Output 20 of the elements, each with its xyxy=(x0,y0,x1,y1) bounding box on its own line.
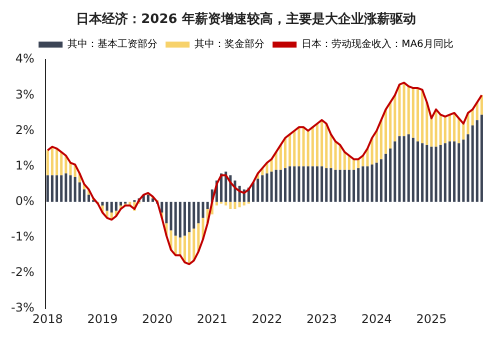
y-tick-label: 4% xyxy=(15,52,34,66)
y-tick-label: -3% xyxy=(10,300,34,315)
y-tick-label: -1% xyxy=(10,230,34,244)
x-tick-label: 2021 xyxy=(196,312,228,326)
y-tick-label: 1% xyxy=(15,158,34,172)
y-tick-label: 3% xyxy=(15,87,34,102)
x-tick-label: 2018 xyxy=(32,312,63,326)
y-tick-label: -2% xyxy=(10,265,34,280)
y-tick-label: 0% xyxy=(15,194,34,208)
x-tick-label: 2023 xyxy=(306,312,338,326)
x-tick-label: 2025 xyxy=(416,312,447,326)
x-tick-label: 2022 xyxy=(252,312,282,326)
legend-label: 其中：奖金部分 xyxy=(194,38,265,50)
legend-label: 其中：基本工资部分 xyxy=(68,38,158,50)
x-tick-label: 2020 xyxy=(142,312,173,326)
y-tick-label: 2% xyxy=(15,122,34,137)
chart-title: 日本经济：2026 年薪资增速较高，主要是大企业涨薪驱动 xyxy=(76,11,416,28)
x-tick-label: 2024 xyxy=(361,312,392,326)
legend-label: 日本：劳动现金收入：MA6月同比 xyxy=(302,38,454,50)
x-tick-label: 2019 xyxy=(87,312,118,326)
